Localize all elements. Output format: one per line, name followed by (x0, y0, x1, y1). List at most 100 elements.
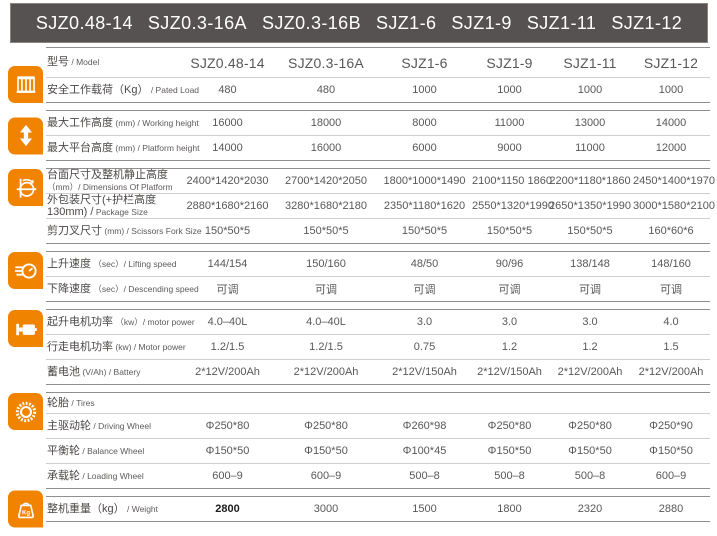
spec-label: 台面尺寸及整机静止高度 （mm）/ Dimensions Of Platform (46, 169, 181, 194)
dimensions-icon (8, 169, 43, 206)
label-en: Package Size (93, 207, 148, 218)
table-row: 最大平台高度 (mm) / Platform height 14000 16000 6… (46, 135, 710, 161)
banner-model: SJZ1-9 (451, 12, 512, 33)
banner-model: SJZ1-11 (526, 12, 597, 33)
spec-value: Φ250*80 (181, 413, 274, 439)
spec-section: 起升电机功率 （kw）/ motor power 4.0–40L 4.0–40L 3.… (8, 309, 710, 386)
weight-icon: Kg (8, 490, 43, 528)
spec-label: 下降速度 （sec）/ Descending speed (46, 276, 199, 302)
spec-section: 最大工作高度 (mm) / Working height 16000 18000 80… (8, 110, 710, 161)
spec-value: 144/154 (207, 258, 248, 271)
spec-label: 行走电机功率 (kw) / Motor power (46, 334, 186, 360)
spec-value: 1000 (378, 77, 471, 103)
spec-value: Φ150*50 (181, 438, 274, 464)
spec-value: 16000 (274, 135, 378, 161)
spec-value: 14000 (655, 117, 687, 129)
spec-value: 150*50*5 (378, 218, 471, 244)
label-zh: 下降速度 (47, 283, 91, 296)
spec-label: 最大工作高度 (mm) / Working height (46, 111, 199, 136)
label-zh: 主驱动轮 (47, 420, 91, 433)
model-banner: SJZ0.48-14 SJZ0.3-16A SJZ0.3-16B SJZ1-6 SJZ1… (10, 3, 708, 43)
spec-value: 600–9 (181, 463, 274, 489)
spec-label: 剪刀叉尺寸 (mm) / Scissors Fork Size (46, 218, 202, 244)
spec-value: 可调 (548, 276, 632, 302)
label-en: / Loading Wheel (80, 471, 144, 482)
spec-value: 1.2 (471, 334, 548, 360)
label-en: (mm) / Working height (113, 117, 199, 128)
spec-value: 500–8 (378, 463, 471, 489)
spec-value: SJZ0.3-16A (288, 54, 364, 71)
tire-icon (8, 393, 43, 431)
spec-value: Φ260*98 (378, 413, 471, 439)
spec-value: SJZ1-9 (486, 54, 533, 71)
spec-value: 2400*1420*2030 (186, 175, 269, 188)
spec-value: 可调 (274, 276, 378, 302)
label-en: / Pated Load (148, 84, 200, 95)
table-row: 型号 / Model SJZ0.48-14 SJZ0.3-16A SJZ1-6 SJZ1… (46, 48, 710, 78)
spec-value: 1000 (632, 77, 710, 103)
label-zh: 整机重量（kg） (47, 503, 125, 516)
spec-value: 1.2/1.5 (181, 334, 274, 360)
spec-value: Φ250*80 (471, 413, 548, 439)
spec-value: 1.5 (632, 334, 710, 360)
spec-value: SJZ1-12 (643, 54, 699, 71)
label-en: （mm）/ Dimensions Of Platform (47, 182, 173, 193)
spec-value: 3280*1680*2180 (274, 193, 378, 219)
spec-value: 150/160 (306, 258, 346, 271)
spec-value: 3000*1580*2100 (632, 193, 715, 219)
spec-value: 2*12V/200Ah (548, 359, 632, 385)
spec-value: 1800*1000*1490 (383, 175, 466, 188)
spec-value: 4.0 (663, 316, 679, 329)
label-en: (mm) / Platform height (113, 142, 200, 153)
label-en: （kw）/ motor power (113, 317, 195, 328)
table-row: 主驱动轮 / Driving Wheel Φ250*80 Φ250*80 Φ260*9… (46, 413, 710, 439)
spec-label: 起升电机功率 （kw）/ motor power (46, 310, 195, 335)
table-row: 蓄电池 (V/Ah) / Battery 2*12V/200Ah 2*12V/200… (46, 359, 710, 385)
spec-value: 138/148 (570, 258, 610, 271)
spec-value: 150*50*5 (274, 218, 378, 244)
table-row: 承载轮 / Loading Wheel 600–9 600–9 500–8 500–8 5… (46, 463, 710, 489)
spec-label: 蓄电池 (V/Ah) / Battery (46, 359, 181, 385)
label-zh: 型号 (47, 56, 69, 69)
spec-label: 主驱动轮 / Driving Wheel (46, 413, 181, 439)
label-zh: 外包装尺寸(+护栏高度130mm) / (47, 194, 157, 219)
spec-value: 500–8 (471, 463, 548, 489)
spec-value: Φ150*50 (471, 438, 548, 464)
label-zh: 台面尺寸及整机静止高度 (47, 169, 168, 181)
spec-value: 2*12V/200Ah (181, 359, 274, 385)
banner-model: SJZ1-12 (611, 12, 683, 33)
spec-value: 150*50*5 (181, 218, 274, 244)
table-row: 最大工作高度 (mm) / Working height 16000 18000 80… (46, 111, 710, 136)
spec-value: 3000 (313, 503, 339, 516)
spec-table: 最大工作高度 (mm) / Working height 16000 18000 80… (46, 110, 710, 161)
spec-label: 承载轮 / Loading Wheel (46, 463, 181, 489)
label-zh: 轮胎 (47, 397, 69, 410)
spec-section: 台面尺寸及整机静止高度 （mm）/ Dimensions Of Platform… (8, 168, 715, 245)
spec-table: 整机重量（kg） / Weight 2800 3000 1500 1800 2320 288… (46, 496, 710, 523)
spec-label: 平衡轮 / Balance Wheel (46, 438, 181, 464)
banner-model: SJZ0.48-14 (35, 12, 133, 33)
spec-section: Kg 整机重量（kg） / Weight 2800 3000 1500 1800 2320 2… (8, 490, 710, 528)
banner-model: SJZ0.3-16B (261, 12, 361, 33)
spec-value: 1.2/1.5 (274, 334, 378, 360)
spec-label: 整机重量（kg） / Weight (46, 497, 181, 522)
spec-value: 4.0–40L (207, 316, 248, 329)
spec-value: 2350*1180*1620 (378, 193, 471, 219)
spec-value: 18000 (310, 117, 342, 129)
spec-value: 2200*1180*1860 (549, 175, 631, 188)
table-row: 下降速度 （sec）/ Descending speed 可调 可调 可调 可调 可调 可调 (46, 276, 710, 302)
spec-value: Φ100*45 (378, 438, 471, 464)
table-row: 安全工作载荷（Kg） / Pated Load 480 480 1000 1000 100… (46, 77, 710, 103)
spec-value: 160*60*6 (632, 218, 710, 244)
spec-value: 1000 (471, 77, 548, 103)
spec-value: 1800 (497, 503, 522, 516)
spec-value: 2700*1420*2050 (285, 175, 367, 188)
label-en: (V/Ah) / Battery (80, 367, 141, 378)
spec-label: 安全工作载荷（Kg） / Pated Load (46, 77, 199, 103)
spec-value: 2550*1320*1990 (471, 193, 554, 219)
spec-value: 150*50*5 (548, 218, 632, 244)
table-row: 起升电机功率 （kw）/ motor power 4.0–40L 4.0–40L 3.… (46, 310, 710, 335)
label-zh: 最大工作高度 (47, 116, 113, 129)
spec-label: 型号 / Model (46, 48, 181, 78)
spec-value: 480 (274, 77, 378, 103)
